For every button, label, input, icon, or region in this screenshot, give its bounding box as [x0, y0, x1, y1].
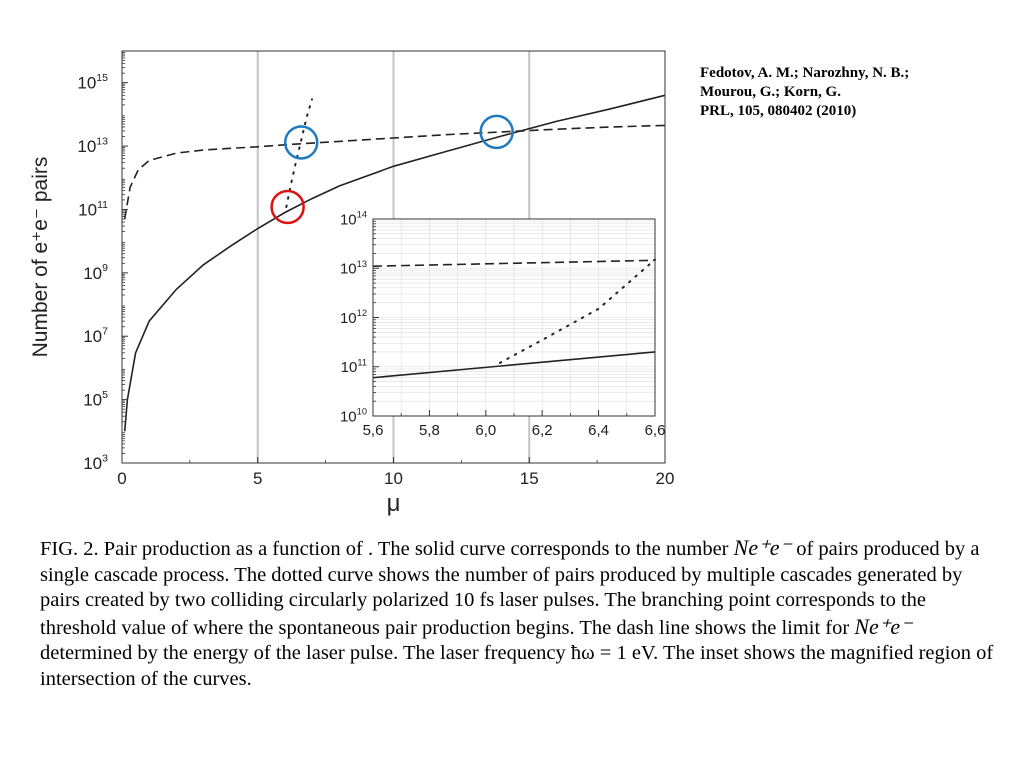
highlight-circle [270, 189, 305, 225]
solid-curve [372, 351, 656, 379]
dashed-curve [372, 259, 656, 267]
y-tick-exponent: 3 [102, 452, 108, 464]
y-tick-label: 1011 [78, 199, 108, 220]
caption-math-symbol: Ne⁺e⁻ [854, 613, 912, 639]
highlight-circle [283, 125, 319, 160]
x-tick-label: 0 [117, 469, 126, 488]
x-tick-label: 6,2 [532, 422, 553, 439]
caption-text-1: FIG. 2. Pair production as a function of… [40, 538, 734, 560]
y-tick-exponent: 13 [96, 135, 108, 147]
y-tick-label: 1013 [77, 135, 108, 156]
caption-text-2: of pairs produced by a single cascade pr… [40, 538, 980, 639]
y-tick-label: 105 [83, 389, 108, 410]
y-axis-label: Number of e⁺e⁻ pairs [29, 157, 52, 358]
y-tick-exponent: 12 [357, 308, 367, 318]
x-tick-label: 5 [253, 469, 262, 488]
y-tick-exponent: 5 [102, 389, 108, 401]
y-tick-exponent: 7 [102, 326, 108, 338]
x-tick-label: 5,6 [363, 422, 384, 439]
x-tick-label: 15 [520, 469, 539, 488]
citation-reference: Fedotov, A. M.; Narozhny, N. B.; Mourou,… [700, 64, 1000, 121]
y-tick-exponent: 11 [97, 199, 108, 211]
y-tick-label: 109 [83, 262, 108, 283]
x-tick-label: 20 [656, 469, 675, 488]
y-tick-exponent: 13 [357, 259, 367, 269]
x-tick-label: 6,6 [645, 422, 666, 439]
figure-caption: FIG. 2. Pair production as a function of… [40, 535, 1000, 692]
citation-journal: PRL, 105, 080402 (2010) [700, 103, 857, 119]
y-tick-label: 1015 [77, 72, 108, 93]
y-tick-exponent: 11 [357, 357, 367, 367]
citation-authors-line1: Fedotov, A. M.; Narozhny, N. B.; [700, 65, 910, 81]
x-tick-label: 6,4 [588, 422, 609, 439]
highlight-circle [479, 114, 514, 150]
y-tick-exponent: 15 [96, 72, 108, 84]
y-tick-exponent: 14 [357, 210, 367, 220]
y-tick-exponent: 10 [357, 407, 367, 417]
x-tick-label: 5,8 [419, 422, 440, 439]
caption-text-3: determined by the energy of the laser pu… [40, 642, 994, 690]
y-tick-exponent: 9 [102, 262, 108, 274]
x-tick-label: 10 [384, 469, 403, 488]
y-tick-label: 103 [83, 452, 108, 473]
y-tick-label: 107 [83, 326, 108, 347]
citation-authors-line2: Mourou, G.; Korn, G. [700, 84, 841, 100]
x-tick-label: 6,0 [475, 422, 496, 439]
caption-math-symbol: Ne⁺e⁻ [733, 535, 792, 560]
x-axis-label: μ [387, 490, 401, 517]
dashed-curve [123, 124, 666, 220]
